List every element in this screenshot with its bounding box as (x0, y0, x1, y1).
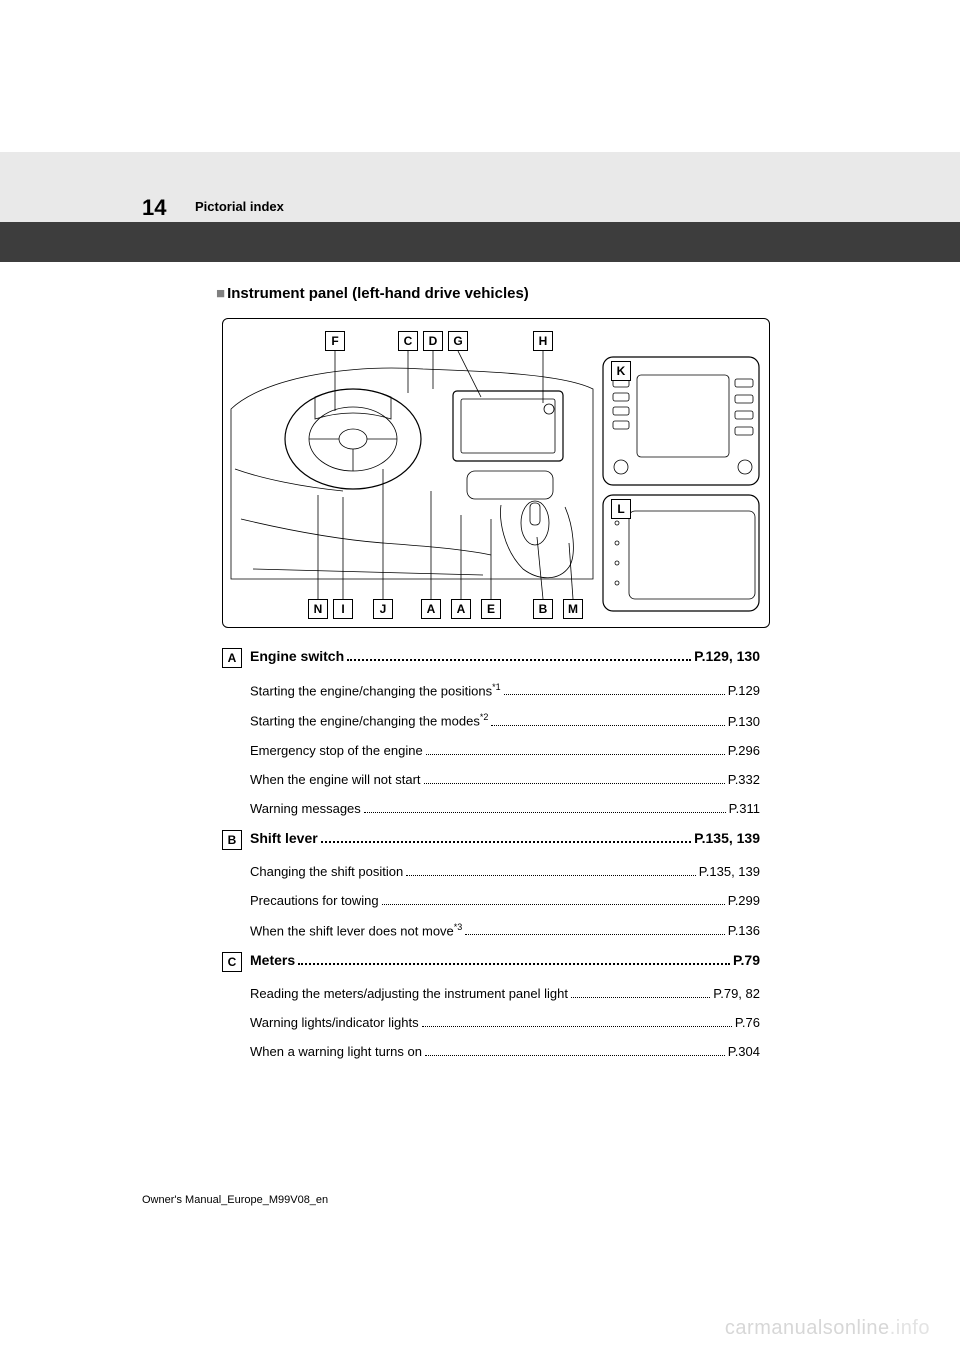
subrow-left: Reading the meters/adjusting the instrum… (250, 986, 568, 1001)
subrow-left: Changing the shift position (250, 864, 403, 879)
subrow-right: P.130 (728, 714, 760, 729)
entry-title-row: Meters P.79 (250, 952, 760, 968)
leader-dots (406, 875, 696, 876)
callout-label: H (533, 331, 553, 351)
callout-label: L (611, 499, 631, 519)
index-entry: B Shift lever P.135, 139 (222, 830, 778, 860)
heading-text: Instrument panel (left-hand drive vehicl… (227, 285, 529, 302)
entry-title-right: P.129, 130 (694, 648, 760, 664)
entry-title-left: Shift lever (250, 830, 318, 846)
subrow-right: P.129 (728, 683, 760, 698)
entry-letter-box: B (222, 830, 242, 850)
watermark-suffix: .info (890, 1317, 930, 1339)
entry-title-row: Engine switch P.129, 130 (250, 648, 760, 664)
callout-label: A (451, 599, 471, 619)
subrow-right: P.311 (729, 801, 760, 816)
subrow-right: P.79, 82 (713, 986, 760, 1001)
callout-label: N (308, 599, 328, 619)
subrow-right: P.76 (735, 1015, 760, 1030)
entry-titles: Engine switch P.129, 130 (250, 648, 760, 678)
leader-dots (465, 934, 724, 935)
leader-dots (422, 1026, 732, 1027)
subrow-right: P.332 (728, 772, 760, 787)
entry-subrows: Changing the shift position P.135, 139 Pr… (250, 864, 778, 938)
entry-subrow: Changing the shift position P.135, 139 (250, 864, 760, 879)
entry-title-row: Shift lever P.135, 139 (250, 830, 760, 846)
subrow-right: P.135, 139 (699, 864, 760, 879)
leader-dots (321, 841, 691, 843)
watermark-main: carmanualsonline (725, 1317, 890, 1339)
callout-label: M (563, 599, 583, 619)
instrument-panel-diagram: FCDGHKLNIJAAEBM (222, 318, 770, 628)
subrow-left: When the engine will not start (250, 772, 421, 787)
entry-subrow: Starting the engine/changing the positio… (250, 682, 760, 698)
entry-subrow: Warning lights/indicator lights P.76 (250, 1015, 760, 1030)
entry-title-left: Engine switch (250, 648, 344, 664)
callout-label: E (481, 599, 501, 619)
square-bullet-icon: ■ (216, 285, 225, 302)
leader-dots (491, 725, 724, 726)
callout-label: D (423, 331, 443, 351)
subrow-right: P.299 (728, 893, 760, 908)
entry-subrow: When the shift lever does not move*3 P.1… (250, 922, 760, 938)
callout-label: J (373, 599, 393, 619)
subrow-left: When the shift lever does not move*3 (250, 922, 462, 938)
leader-dots (424, 783, 725, 784)
entry-letter-box: C (222, 952, 242, 972)
subrow-left: Emergency stop of the engine (250, 743, 423, 758)
leader-dots (347, 659, 691, 661)
entry-title-right: P.135, 139 (694, 830, 760, 846)
leader-dots (382, 904, 725, 905)
entry-subrow: Starting the engine/changing the modes*2… (250, 712, 760, 728)
entry-subrow: Emergency stop of the engine P.296 (250, 743, 760, 758)
entry-titles: Meters P.79 (250, 952, 760, 982)
subrow-right: P.296 (728, 743, 760, 758)
section-name: Pictorial index (195, 199, 284, 214)
leader-dots (426, 754, 725, 755)
subrow-right: P.304 (728, 1044, 760, 1059)
entry-titles: Shift lever P.135, 139 (250, 830, 760, 860)
leader-dots (571, 997, 710, 998)
callout-label: K (611, 361, 631, 381)
subrow-left: Precautions for towing (250, 893, 379, 908)
entry-subrow: Precautions for towing P.299 (250, 893, 760, 908)
entry-subrows: Reading the meters/adjusting the instrum… (250, 986, 778, 1059)
leader-dots (425, 1055, 725, 1056)
footer-text: Owner's Manual_Europe_M99V08_en (142, 1194, 328, 1206)
entry-subrow: Reading the meters/adjusting the instrum… (250, 986, 760, 1001)
index-entry: C Meters P.79 (222, 952, 778, 982)
index-entries: A Engine switch P.129, 130 Starting the eng… (216, 648, 778, 1059)
dark-band (0, 222, 960, 262)
leader-dots (298, 963, 730, 965)
manual-page: 14 Pictorial index ■Instrument panel (le… (0, 0, 960, 1358)
leader-dots (364, 812, 726, 813)
leader-dots (504, 694, 725, 695)
callout-label: C (398, 331, 418, 351)
callout-label: I (333, 599, 353, 619)
subrow-right: P.136 (728, 923, 760, 938)
content-area: ■Instrument panel (left-hand drive vehic… (216, 285, 778, 1073)
subrow-left: When a warning light turns on (250, 1044, 422, 1059)
entry-subrow: When the engine will not start P.332 (250, 772, 760, 787)
entry-letter-box: A (222, 648, 242, 668)
heading: ■Instrument panel (left-hand drive vehic… (216, 285, 778, 302)
subrow-left: Starting the engine/changing the positio… (250, 682, 501, 698)
subrow-left: Starting the engine/changing the modes*2 (250, 712, 488, 728)
dashboard-illustration (223, 319, 770, 628)
callout-label: B (533, 599, 553, 619)
entry-subrow: Warning messages P.311 (250, 801, 760, 816)
entry-title-left: Meters (250, 952, 295, 968)
callout-label: F (325, 331, 345, 351)
entry-subrows: Starting the engine/changing the positio… (250, 682, 778, 816)
subrow-left: Warning messages (250, 801, 361, 816)
entry-title-right: P.79 (733, 952, 760, 968)
entry-subrow: When a warning light turns on P.304 (250, 1044, 760, 1059)
page-number: 14 (142, 195, 166, 221)
callout-label: A (421, 599, 441, 619)
watermark: carmanualsonline.info (725, 1317, 930, 1340)
subrow-left: Warning lights/indicator lights (250, 1015, 419, 1030)
index-entry: A Engine switch P.129, 130 (222, 648, 778, 678)
callout-label: G (448, 331, 468, 351)
